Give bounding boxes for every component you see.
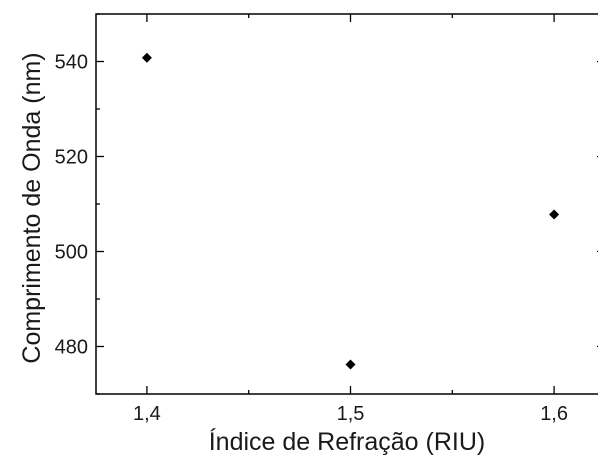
y-tick-label: 540 <box>55 52 88 74</box>
x-tick-label: 1,5 <box>337 403 365 425</box>
y-tick-label: 520 <box>55 147 88 169</box>
data-point-3 <box>549 209 560 220</box>
plot-frame <box>95 13 598 395</box>
x-axis-title: Índice de Refração (RIU) <box>209 427 486 456</box>
axes: 1,4 1,5 1,6 480 500 520 540 <box>55 13 598 425</box>
x-tick-label: 1,4 <box>133 403 161 425</box>
data-point-2 <box>345 359 356 370</box>
x-tick-label: 1,6 <box>540 403 568 425</box>
y-tick-label: 500 <box>55 242 88 264</box>
y-axis-title: Comprimento de Onda (nm) <box>18 52 46 363</box>
data-point-1 <box>141 52 152 63</box>
data-points <box>141 52 560 370</box>
y-tick-label: 480 <box>55 337 88 359</box>
